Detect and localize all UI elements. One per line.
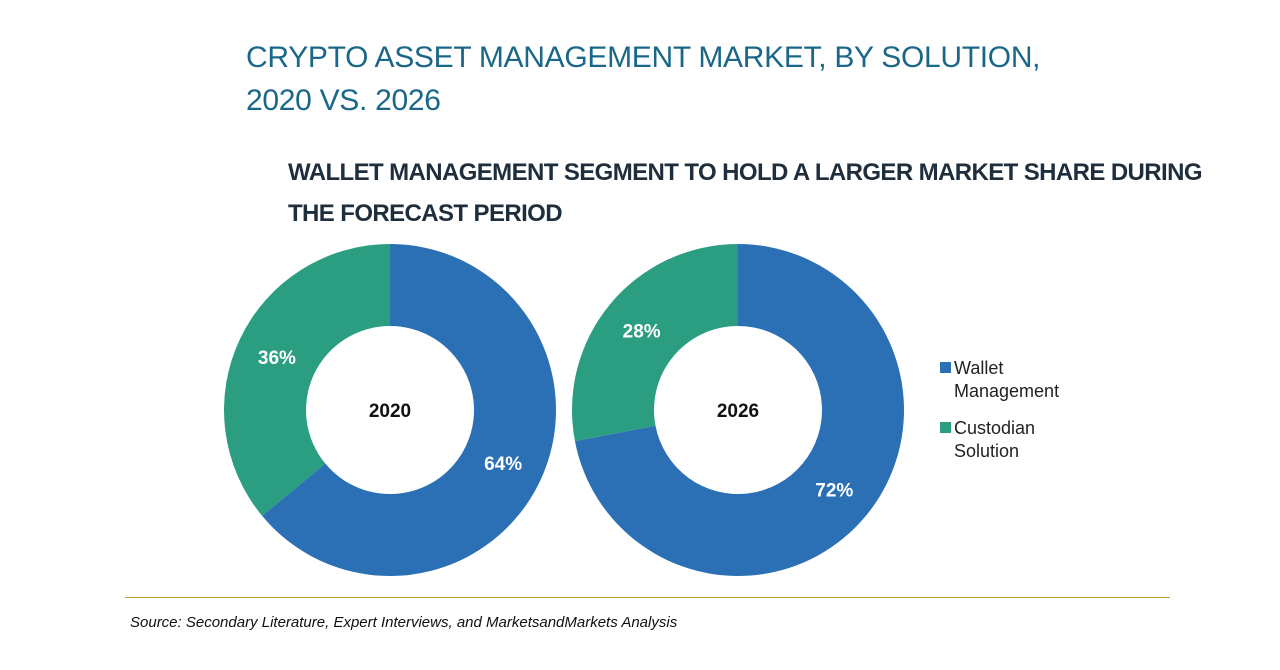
chart-legend: Wallet Management Custodian Solution xyxy=(940,357,1160,477)
footer-divider xyxy=(125,597,1170,598)
slice-2026-custodian-solution xyxy=(572,244,738,442)
chart-title: CRYPTO ASSET MANAGEMENT MARKET, BY SOLUT… xyxy=(246,36,1146,122)
legend-label-wallet-management: Wallet Management xyxy=(954,358,1060,401)
donut-center-label-2020: 2020 xyxy=(369,401,411,422)
legend-item-custodian-solution: Custodian Solution xyxy=(940,417,1160,463)
chart-subtitle-line-2: THE FORECAST PERIOD xyxy=(288,200,563,227)
slice-2026-wallet-management xyxy=(574,244,905,576)
legend-swatch-custodian-solution xyxy=(940,422,951,433)
slice-label-2026-wallet-management: 72% xyxy=(815,481,853,502)
chart-subtitle: WALLET MANAGEMENT SEGMENT TO HOLD A LARG… xyxy=(288,152,1203,234)
slice-2020-custodian-solution xyxy=(223,244,390,516)
legend-item-wallet-management: Wallet Management xyxy=(940,357,1160,403)
legend-label-custodian-solution: Custodian Solution xyxy=(954,418,1036,461)
chart-subtitle-line-1: WALLET MANAGEMENT SEGMENT TO HOLD A LARG… xyxy=(288,159,1203,186)
legend-swatch-wallet-management xyxy=(940,362,951,373)
slice-label-2020-custodian-solution: 36% xyxy=(258,348,296,369)
chart-title-line-2: 2020 VS. 2026 xyxy=(246,84,441,117)
slice-label-2020-wallet-management: 64% xyxy=(484,454,522,475)
chart-title-line-1: CRYPTO ASSET MANAGEMENT MARKET, BY SOLUT… xyxy=(246,41,1041,74)
source-note: Source: Secondary Literature, Expert Int… xyxy=(130,614,678,631)
slice-2020-wallet-management xyxy=(262,244,556,576)
donut-center-label-2026: 2026 xyxy=(717,401,759,422)
slice-label-2026-custodian-solution: 28% xyxy=(623,321,661,342)
